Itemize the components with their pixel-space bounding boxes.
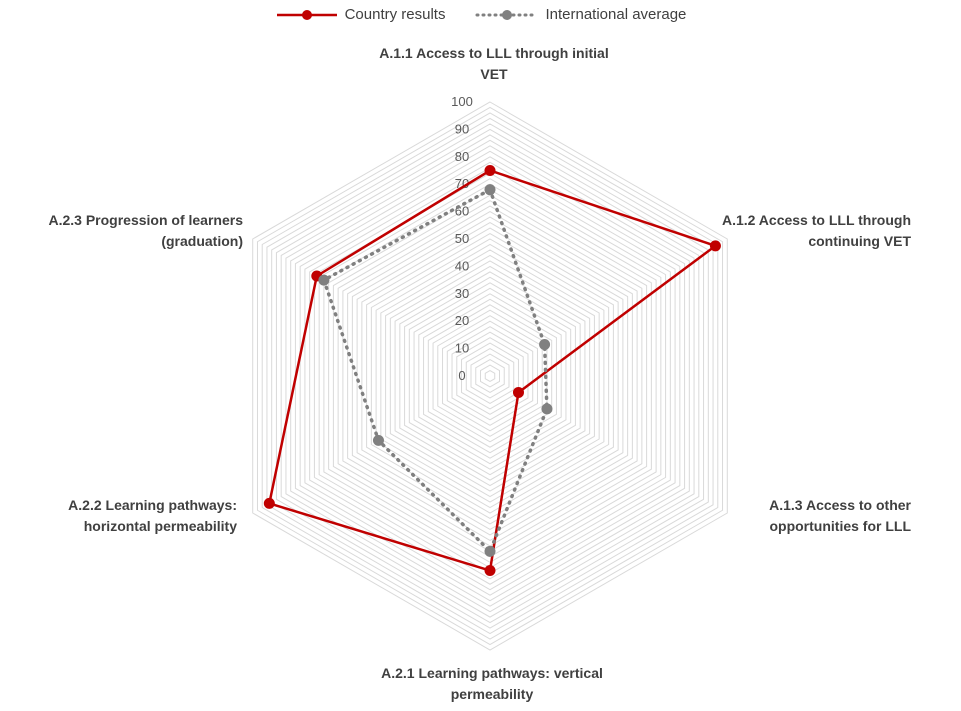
series-point-international — [484, 545, 496, 557]
grid-ring — [252, 101, 728, 651]
grid-ring — [432, 309, 548, 443]
grid-ring — [351, 216, 629, 536]
axis-label: A.2.3 Progression of learners (graduation… — [48, 212, 243, 249]
series-line-country — [267, 169, 719, 573]
grid-ring — [423, 298, 557, 454]
radar-series — [263, 165, 721, 577]
grid-ring — [361, 227, 619, 525]
legend-marker-country — [276, 9, 337, 20]
grid-ring — [427, 304, 553, 448]
series-point-international — [541, 403, 553, 415]
axis-label-line: A.1.1 Access to LLL through initial — [379, 45, 608, 61]
grid-ring — [413, 287, 567, 465]
axis-label: A.2.1 Learning pathways: vertical permeab… — [381, 665, 603, 702]
axis-label: A.1.1 Access to LLL through initial VET — [379, 45, 608, 82]
tick-label: 30 — [455, 286, 469, 301]
grid-ring — [465, 348, 515, 404]
axis-label-line: A.1.2 Access to LLL through — [722, 212, 911, 228]
grid-ring — [370, 238, 610, 514]
series-point-country — [512, 386, 524, 398]
axis-label: A.2.2 Learning pathways: horizontal perme… — [68, 497, 237, 534]
grid-ring — [304, 161, 676, 591]
axis-label-line: continuing VET — [808, 233, 911, 249]
series-point-international — [539, 338, 551, 350]
axis-label-line: horizontal permeability — [84, 518, 237, 534]
series-point-country — [484, 165, 496, 176]
tick-label: 90 — [455, 121, 469, 136]
grid-ring — [456, 337, 524, 415]
grid-ring — [290, 145, 690, 607]
axis-labels: A.1.1 Access to LLL through initial VETA.… — [48, 45, 911, 702]
grid-ring — [408, 282, 572, 470]
grid-ring — [451, 331, 529, 421]
grid-ring — [366, 232, 614, 520]
grid-ring — [385, 254, 595, 498]
tick-label: 70 — [455, 176, 469, 191]
grid-ring — [309, 167, 671, 585]
grid-ring — [299, 156, 681, 596]
grid-ring — [442, 320, 538, 432]
tick-label: 100 — [451, 94, 473, 109]
grid-ring — [337, 200, 643, 552]
axis-label-line: (graduation) — [161, 233, 243, 249]
tick-label: 0 — [458, 368, 465, 383]
grid-ring — [256, 106, 724, 646]
grid-ring — [375, 243, 605, 509]
axis-label-line: VET — [480, 66, 508, 82]
grid-ring — [389, 260, 591, 492]
series-point-country — [263, 497, 275, 509]
chart-legend: Country results International average — [0, 6, 961, 23]
legend-item-country: Country results — [275, 6, 446, 23]
series-point-international — [372, 434, 384, 446]
grid-ring — [285, 139, 695, 613]
grid-ring — [380, 249, 600, 503]
grid-ring — [480, 364, 500, 388]
series-point-international — [318, 274, 330, 286]
grid-ring — [484, 369, 496, 383]
axis-label-line: opportunities for LLL — [769, 518, 911, 534]
series-point-country — [484, 565, 496, 577]
grid-ring — [470, 353, 510, 399]
grid-ring — [437, 315, 543, 437]
grid-ring — [318, 178, 662, 574]
grid-ring — [446, 326, 534, 426]
grid-ring — [399, 271, 581, 481]
axis-label-line: A.1.3 Access to other — [769, 497, 911, 513]
grid-ring — [404, 276, 576, 476]
grid-ring — [461, 342, 519, 410]
grid-ring — [418, 293, 562, 459]
legend-marker-international — [475, 9, 539, 20]
grid-ring — [294, 150, 686, 602]
tick-label: 10 — [455, 341, 469, 356]
tick-label: 40 — [455, 258, 469, 273]
series-point-international — [484, 184, 496, 196]
axis-label-line: A.2.1 Learning pathways: vertical — [381, 665, 603, 681]
axis-label-line: A.2.2 Learning pathways: — [68, 497, 237, 513]
grid-ring — [275, 128, 705, 624]
axis-label-line: permeability — [451, 686, 534, 702]
grid-ring — [475, 358, 505, 394]
legend-label-international: International average — [545, 6, 687, 23]
tick-label: 20 — [455, 313, 469, 328]
axis-label: A.1.3 Access to other opportunities for L… — [769, 497, 911, 534]
grid-ring — [347, 211, 633, 541]
grid-ring — [328, 189, 652, 563]
tick-label: 80 — [455, 149, 469, 164]
axis-label: A.1.2 Access to LLL through continuing VE… — [722, 212, 911, 249]
legend-label-country: Country results — [344, 6, 446, 23]
axis-label-line: A.2.3 Progression of learners — [48, 212, 243, 228]
grid-ring — [356, 221, 624, 531]
grid-ring — [280, 134, 700, 618]
grid-ring — [394, 265, 586, 487]
tick-label: 50 — [455, 231, 469, 246]
grid-ring — [342, 205, 638, 547]
series-point-country — [709, 240, 721, 252]
legend-item-international: International average — [475, 6, 686, 23]
